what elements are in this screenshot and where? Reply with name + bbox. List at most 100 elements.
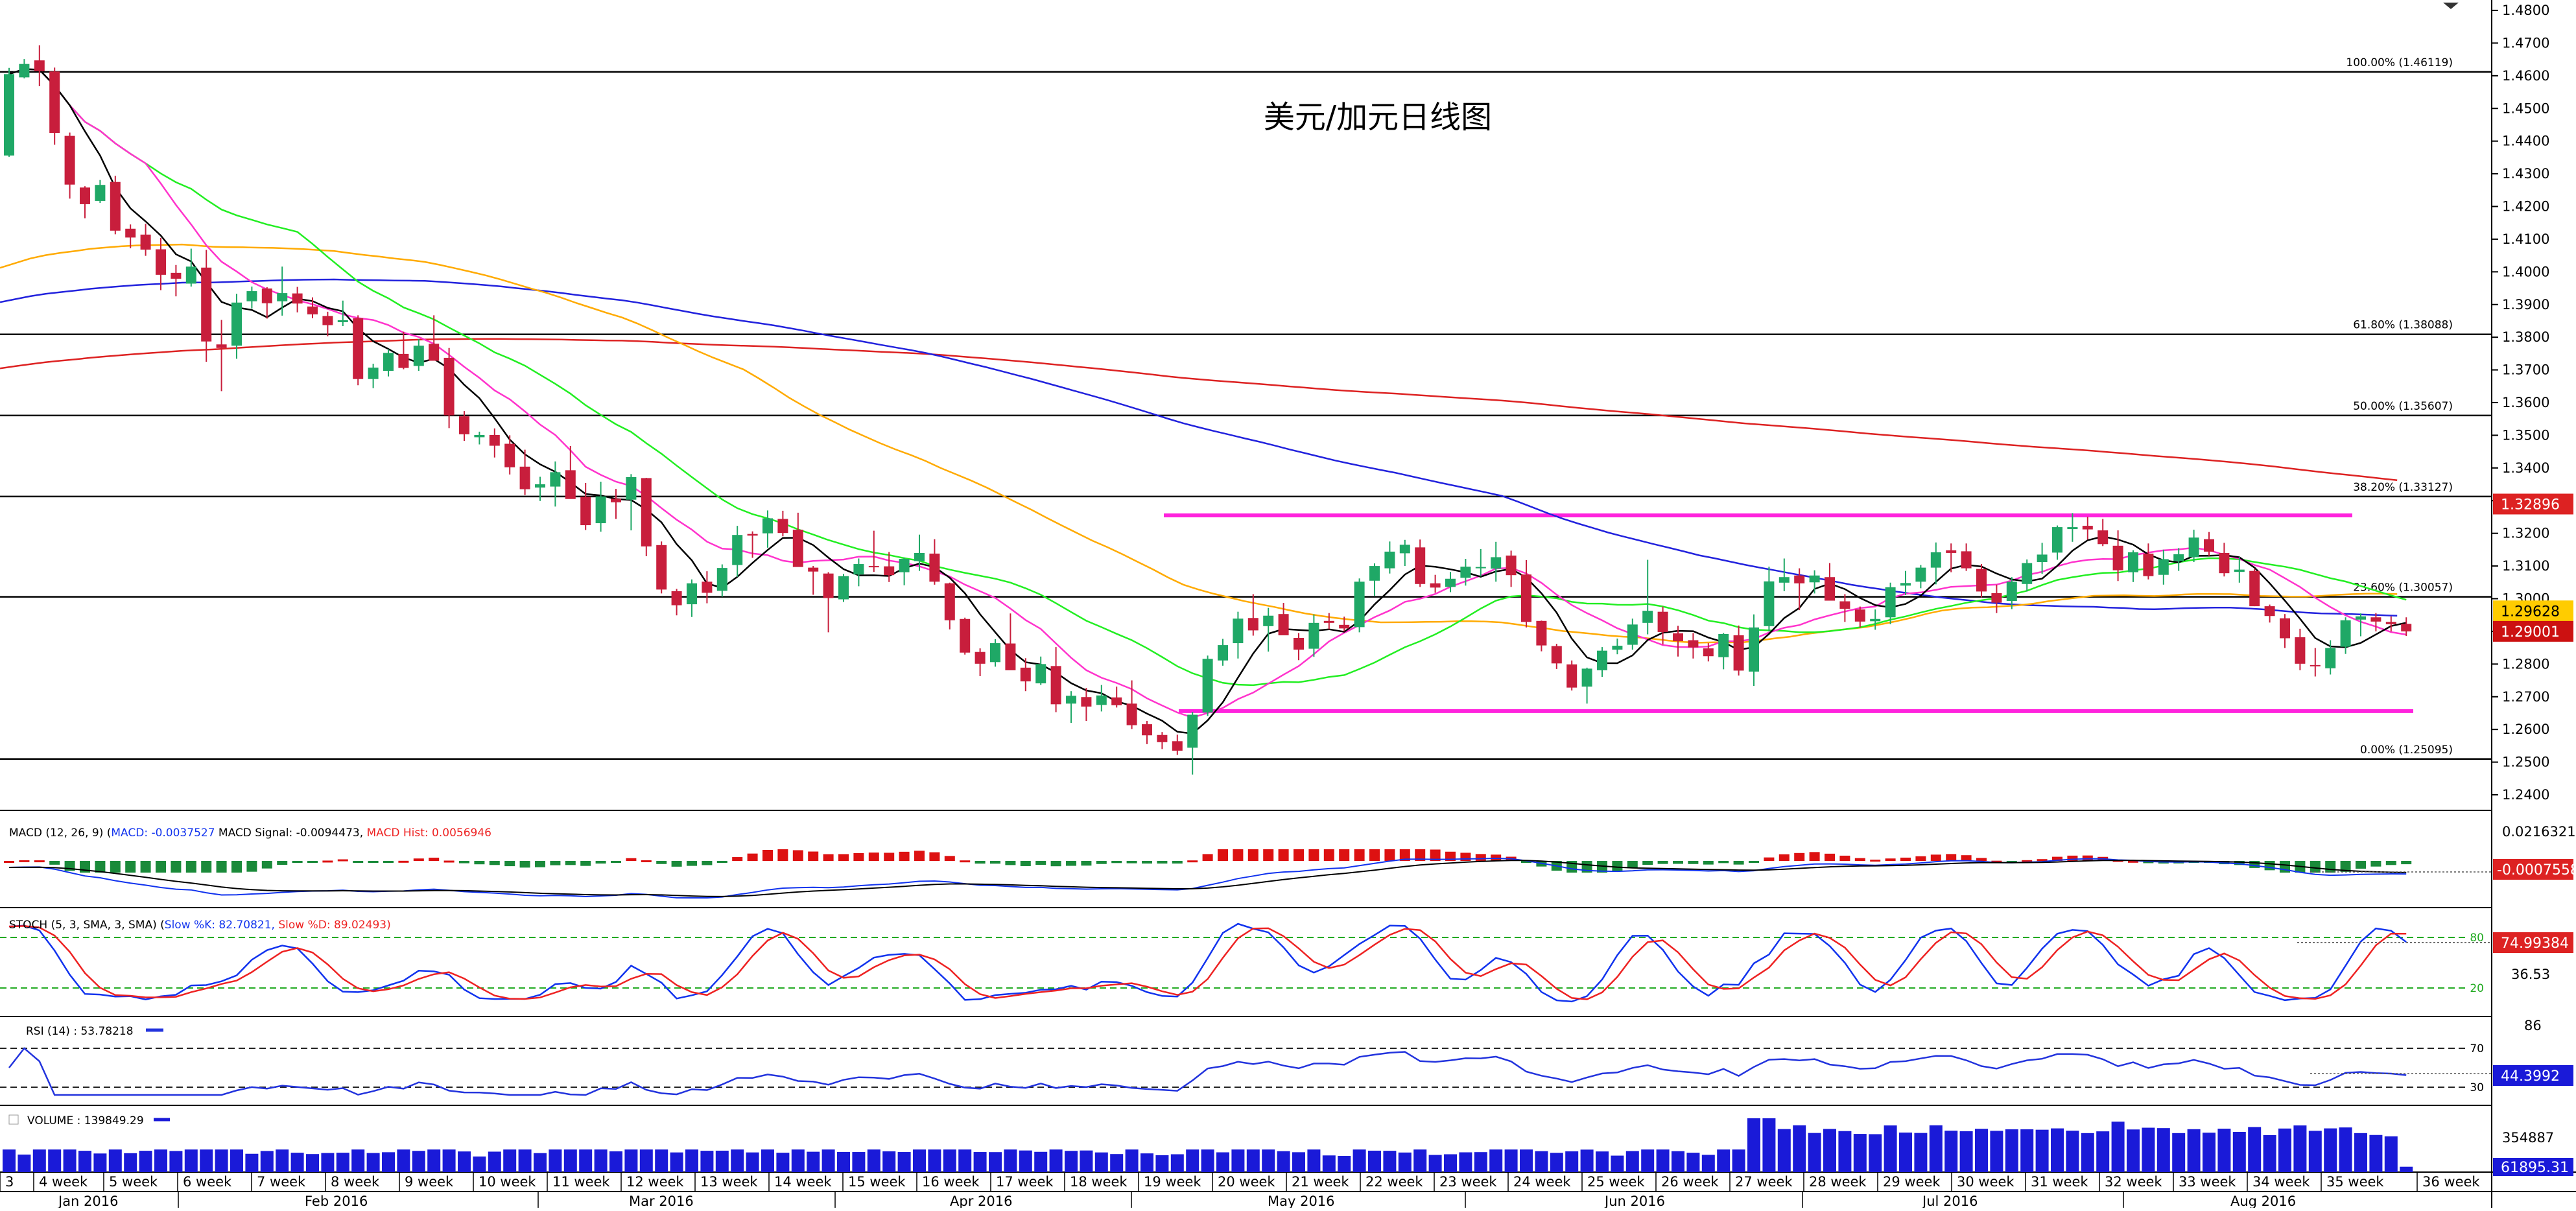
macd-hist-bar	[1794, 852, 1805, 861]
candle-up	[1066, 696, 1076, 704]
candle-up	[1930, 552, 1941, 568]
candle-down	[1081, 697, 1092, 707]
volume-bar	[154, 1149, 167, 1172]
x-week-label: 19 week	[1144, 1174, 1201, 1190]
volume-bar	[1869, 1134, 1882, 1172]
y-tick-label: 1.2500	[2502, 755, 2549, 770]
candle-up	[762, 518, 773, 534]
rsi-tag-label: 44.3992	[2501, 1068, 2560, 1085]
macd-hist-bar	[1885, 858, 1896, 861]
volume-tag-label: 61895.31	[2501, 1160, 2569, 1176]
macd-tag-label: -0.0007558	[2497, 862, 2576, 878]
macd-hist-bar	[2340, 861, 2351, 872]
macd-hist-bar	[550, 861, 561, 865]
x-week-label: 5 week	[109, 1174, 158, 1190]
candle-down	[868, 566, 879, 568]
candle-down	[2385, 622, 2396, 624]
price-tag	[2493, 600, 2573, 622]
candle-up	[1612, 646, 1623, 650]
candle-up	[914, 552, 925, 561]
x-week-label: 24 week	[1513, 1174, 1571, 1190]
macd-hist-bar	[899, 851, 910, 861]
candle-down	[2264, 606, 2275, 617]
candle-up	[246, 291, 257, 301]
y-tick-label: 1.3900	[2502, 297, 2549, 312]
candle-down	[1247, 618, 1258, 631]
macd-hist-bar	[1961, 855, 1972, 861]
volume-bar	[1853, 1134, 1867, 1172]
macd-hist-bar	[1854, 858, 1865, 861]
macd-hist-bar	[1976, 858, 1987, 861]
volume-bar	[700, 1151, 714, 1172]
price-tag	[2493, 620, 2573, 642]
candle-up	[899, 558, 910, 572]
macd-hist-bar	[292, 861, 303, 863]
x-week-label: 21 week	[1292, 1174, 1349, 1190]
volume-bar	[2127, 1129, 2140, 1172]
candle-down	[975, 652, 986, 664]
x-week-label: 31 week	[2031, 1174, 2088, 1190]
macd-hist-bar	[34, 860, 45, 863]
candle-up	[990, 643, 1000, 663]
volume-bar	[2187, 1129, 2201, 1172]
volume-bar	[791, 1149, 805, 1172]
candle-up	[337, 320, 348, 322]
volume-bar	[1292, 1152, 1305, 1172]
volume-bar	[1155, 1155, 1169, 1172]
stoch-lower-label: 20	[2470, 982, 2484, 995]
scroll-arrow-icon[interactable]	[2443, 3, 2459, 9]
candle-down	[1506, 555, 1517, 576]
macd-hist-bar	[156, 861, 166, 873]
volume-bar	[1474, 1152, 1487, 1172]
volume-bar	[1672, 1151, 1684, 1172]
macd-hist-bar	[2234, 861, 2245, 865]
candle-down	[611, 499, 621, 502]
volume-y-tick-label: 354887	[2502, 1130, 2554, 1146]
candle-up	[1202, 659, 1213, 712]
candle-down	[1323, 620, 1334, 623]
volume-bar	[1322, 1155, 1336, 1172]
macd-hist-bar	[702, 861, 713, 865]
candle-down	[1854, 609, 1865, 622]
x-week-label: 8 week	[331, 1174, 380, 1190]
rsi-line	[8, 1047, 2407, 1096]
x-month-label: Mar 2016	[629, 1193, 694, 1208]
x-week-label: 16 week	[922, 1174, 980, 1190]
volume-bar	[1383, 1151, 1397, 1172]
macd-hist-bar	[504, 861, 515, 867]
volume-bar	[1641, 1149, 1655, 1172]
volume-bar	[78, 1151, 91, 1172]
volume-bar	[2369, 1135, 2383, 1172]
macd-hist-bar	[1430, 849, 1441, 861]
volume-bar	[458, 1151, 471, 1172]
candle-down	[1839, 601, 1850, 609]
volume-bar	[1216, 1152, 1229, 1172]
candle-down	[140, 234, 151, 250]
macd-hist-bar	[2310, 861, 2321, 873]
candle-up	[277, 293, 288, 301]
macd-legend-part: MACD Signal: -0.0094473,	[215, 827, 364, 840]
volume-bar	[534, 1153, 547, 1172]
price-tag-label: 1.29001	[2501, 624, 2560, 641]
volume-bar	[1565, 1151, 1579, 1172]
candle-down	[944, 583, 955, 620]
x-week-label: 34 week	[2252, 1174, 2310, 1190]
candle-down	[2295, 637, 2306, 664]
candle-up	[1870, 618, 1881, 622]
candle-up	[2052, 527, 2062, 553]
x-week-label: 36 week	[2422, 1174, 2480, 1190]
macd-hist-bar	[1142, 861, 1152, 864]
candle-down	[1688, 640, 1699, 648]
volume-bar	[2324, 1128, 2337, 1172]
fib-label: 50.00% (1.35607)	[2353, 400, 2453, 413]
candle-down	[201, 267, 212, 342]
volume-bar	[1201, 1149, 1214, 1172]
volume-bar	[807, 1151, 820, 1172]
ma50-line	[0, 243, 2398, 644]
candle-down	[2204, 539, 2214, 552]
candle-down	[1430, 583, 1441, 588]
price-tag-label: 1.32896	[2501, 497, 2560, 513]
macd-hist-bar	[95, 861, 106, 873]
stoch-legend-label: STOCH (5, 3, SMA, 3, SMA) (	[9, 919, 165, 932]
